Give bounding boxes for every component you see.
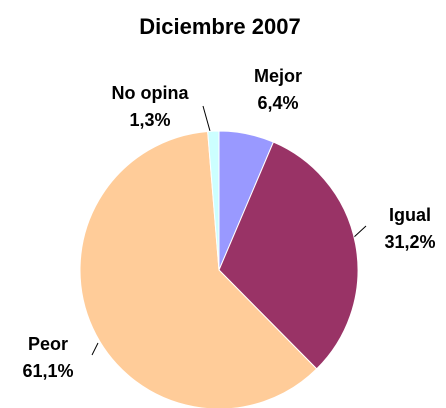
slice-name: Mejor [254, 66, 302, 86]
slice-name: Igual [389, 205, 431, 225]
leader-line [352, 225, 367, 239]
leader-line [202, 105, 211, 132]
chart-title: Diciembre 2007 [139, 14, 300, 39]
pie-slice [207, 130, 220, 271]
slice-name: No opina [112, 83, 190, 103]
slice-value-label: 61,1% [22, 361, 73, 381]
slice-name: Peor [28, 334, 68, 354]
slice-value-label: 1,3% [129, 110, 170, 130]
slice-value-label: 6,4% [257, 93, 298, 113]
slice-value-label: 31,2% [384, 232, 435, 252]
pie-slice [79, 130, 318, 408]
leader-line [91, 342, 99, 356]
pie-slice [218, 141, 359, 370]
